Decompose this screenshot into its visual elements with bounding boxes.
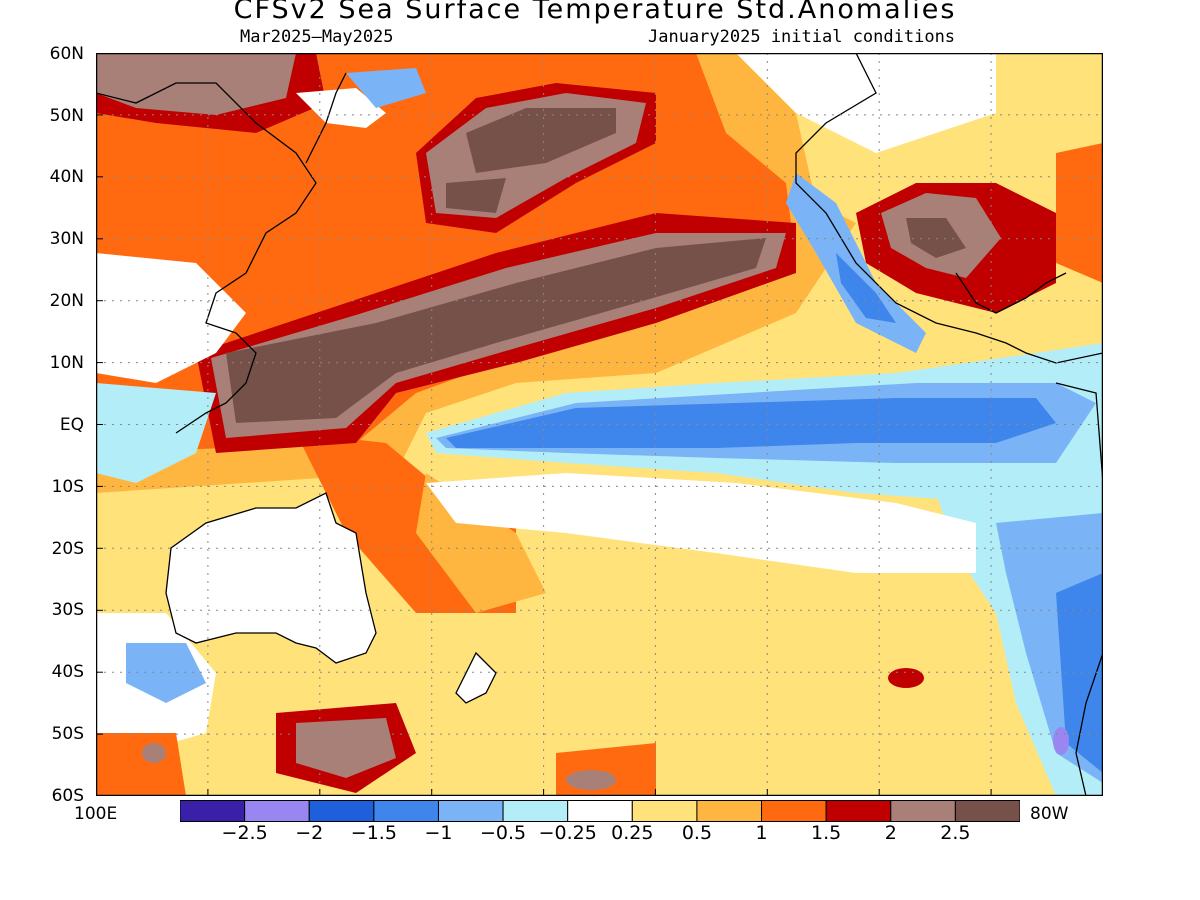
colorbar-label: 1: [755, 822, 768, 844]
colorbar-swatch: [244, 800, 310, 822]
initial-conditions: January2025 initial conditions: [648, 27, 956, 47]
colorbar-label: −2.5: [221, 822, 268, 844]
lat-label: 20N: [49, 291, 84, 311]
lat-label: 50S: [51, 724, 84, 744]
colorbar-label: −1: [424, 822, 453, 844]
colorbar-swatch: [954, 800, 1020, 822]
colorbar-swatch: [180, 800, 246, 822]
lat-label: 50N: [49, 106, 84, 126]
lat-label: 30S: [51, 600, 84, 620]
lat-label: EQ: [59, 415, 84, 435]
colorbar-swatch: [308, 800, 375, 822]
colorbar-swatch: [373, 800, 439, 822]
colorbar-label: 2.5: [940, 822, 971, 844]
japan: [305, 72, 347, 164]
lat-label: 10N: [49, 353, 84, 373]
lat-label: 10S: [51, 477, 84, 497]
asia-coast: [96, 82, 317, 434]
colorbar-label: −2: [295, 822, 324, 844]
colorbar-label: 0.5: [681, 822, 713, 844]
map-title: CFSv2 Sea Surface Temperature Std.Anomal…: [233, 0, 957, 25]
lat-label: 40N: [49, 167, 84, 187]
lat-label: 20S: [51, 539, 84, 559]
australia: [165, 492, 377, 664]
colorbar-label: −0.25: [538, 822, 597, 844]
anomaly-field: [96, 53, 1103, 796]
lon-label-right: 80W: [1030, 804, 1069, 824]
colorbar-label: 2: [884, 822, 897, 844]
colorbar-label: −0.5: [479, 822, 527, 844]
sst-anomaly-map: [96, 53, 1103, 796]
colorbar-label: 0.25: [611, 822, 654, 844]
lat-label: 30N: [49, 229, 84, 249]
landmasses: [96, 53, 1103, 796]
colorbar-swatch: [502, 800, 569, 822]
map-frame: [96, 53, 1103, 796]
colorbar-label: −1.5: [350, 822, 397, 844]
forecast-period: Mar2025–May2025: [240, 27, 394, 47]
north-america: [795, 53, 1103, 364]
colorbar-swatch: [825, 800, 892, 822]
new-zealand: [455, 651, 497, 704]
colorbar: [180, 800, 1020, 822]
colorbar-swatch: [890, 800, 956, 822]
gulf-coast: [955, 272, 1067, 314]
colorbar-swatch: [567, 800, 633, 822]
colorbar-swatch: [761, 800, 827, 822]
colorbar-swatch: [631, 800, 698, 822]
lat-label: 60N: [49, 44, 84, 64]
south-america: [1055, 382, 1103, 796]
lat-label: 60S: [51, 786, 84, 806]
lon-label-left: 100E: [74, 804, 118, 824]
colorbar-swatch: [696, 800, 763, 822]
colorbar-label: 1.5: [811, 822, 842, 844]
colorbar-swatch: [437, 800, 504, 822]
lat-label: 40S: [51, 662, 84, 682]
